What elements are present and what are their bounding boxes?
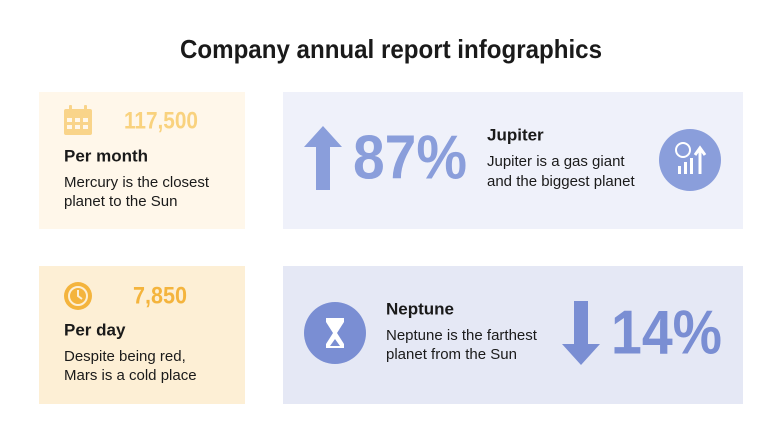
description-line: and the biggest planet xyxy=(487,173,635,190)
title: Company annual report infographics xyxy=(180,34,602,64)
description-line: Neptune is the farthest xyxy=(386,327,538,344)
heading: Per month xyxy=(64,146,148,165)
figure: 7,850 xyxy=(133,282,187,309)
description-line: planet from the Sun xyxy=(386,346,517,363)
description-line: Mercury is the closest xyxy=(64,174,210,191)
growth-icon xyxy=(659,129,721,191)
figure: 87% xyxy=(353,123,467,192)
hourglass-icon xyxy=(304,302,366,364)
description-line: Jupiter is a gas giant xyxy=(487,153,625,170)
description-line: Mars is a cold place xyxy=(64,367,197,384)
heading: Jupiter xyxy=(487,125,544,144)
calendar-icon xyxy=(64,105,92,135)
description-line: planet to the Sun xyxy=(64,193,177,210)
figure: 14% xyxy=(611,298,722,367)
heading: Per day xyxy=(64,320,126,339)
description-line: Despite being red, xyxy=(64,348,186,365)
heading: Neptune xyxy=(386,299,454,318)
down-arrow xyxy=(562,301,600,365)
clock-icon xyxy=(64,282,92,310)
figure: 117,500 xyxy=(124,107,198,134)
up-arrow xyxy=(304,126,342,190)
